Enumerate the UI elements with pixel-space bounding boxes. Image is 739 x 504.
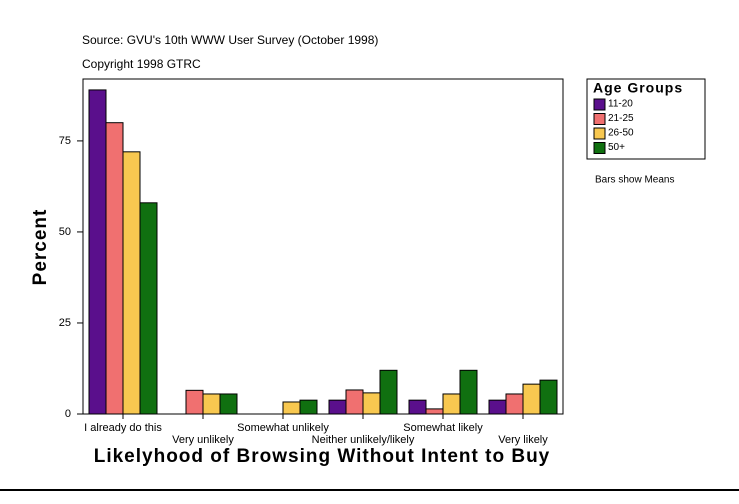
x-tick-label: Somewhat likely [403, 422, 483, 434]
y-tick-label: 0 [65, 408, 71, 420]
bar [408, 399, 427, 415]
legend-label: 26-50 [608, 128, 634, 139]
x-tick-label: Somewhat unlikely [237, 422, 329, 434]
bar [379, 369, 398, 415]
bar [299, 399, 318, 415]
bar [328, 399, 347, 415]
bar [282, 401, 301, 415]
x-tick-label: Very unlikely [172, 434, 234, 446]
bar [202, 393, 221, 415]
bar [122, 151, 141, 415]
legend-swatch [593, 127, 606, 140]
y-tick-label: 50 [59, 226, 71, 238]
bar [139, 202, 158, 415]
y-tick-label: 75 [59, 135, 71, 147]
bar [539, 379, 558, 415]
copyright: Copyright 1998 GTRC [82, 57, 201, 71]
bar [505, 393, 524, 415]
legend-swatch [593, 113, 606, 125]
bar [488, 399, 507, 415]
x-tick-label: Very likely [498, 434, 548, 446]
note: Bars show Means [595, 175, 674, 186]
legend-title: Age Groups [593, 80, 683, 96]
plot-frame [82, 78, 564, 415]
bar [522, 383, 541, 415]
legend-swatch [593, 142, 606, 154]
legend-label: 21-25 [608, 113, 634, 124]
bar [459, 369, 478, 415]
bar [88, 89, 107, 415]
source: Source: GVU's 10th WWW User Survey (Octo… [82, 33, 378, 47]
x-tick-label: Neither unlikely/likely [312, 434, 415, 446]
bar [442, 393, 461, 415]
legend-label: 50+ [608, 142, 625, 153]
y-axis-label: Percent [30, 209, 51, 286]
bar [185, 389, 204, 415]
x-tick-label: I already do this [84, 422, 162, 434]
bar [425, 408, 444, 415]
legend-swatch [593, 98, 606, 111]
legend-label: 11-20 [608, 99, 633, 110]
y-tick-label: 25 [59, 317, 71, 329]
x-axis-label: Likelyhood of Browsing Without Intent to… [94, 446, 551, 467]
legend-box [586, 78, 706, 160]
bar [345, 389, 364, 415]
bar [362, 392, 381, 415]
bar [105, 122, 124, 415]
bar [219, 393, 238, 415]
